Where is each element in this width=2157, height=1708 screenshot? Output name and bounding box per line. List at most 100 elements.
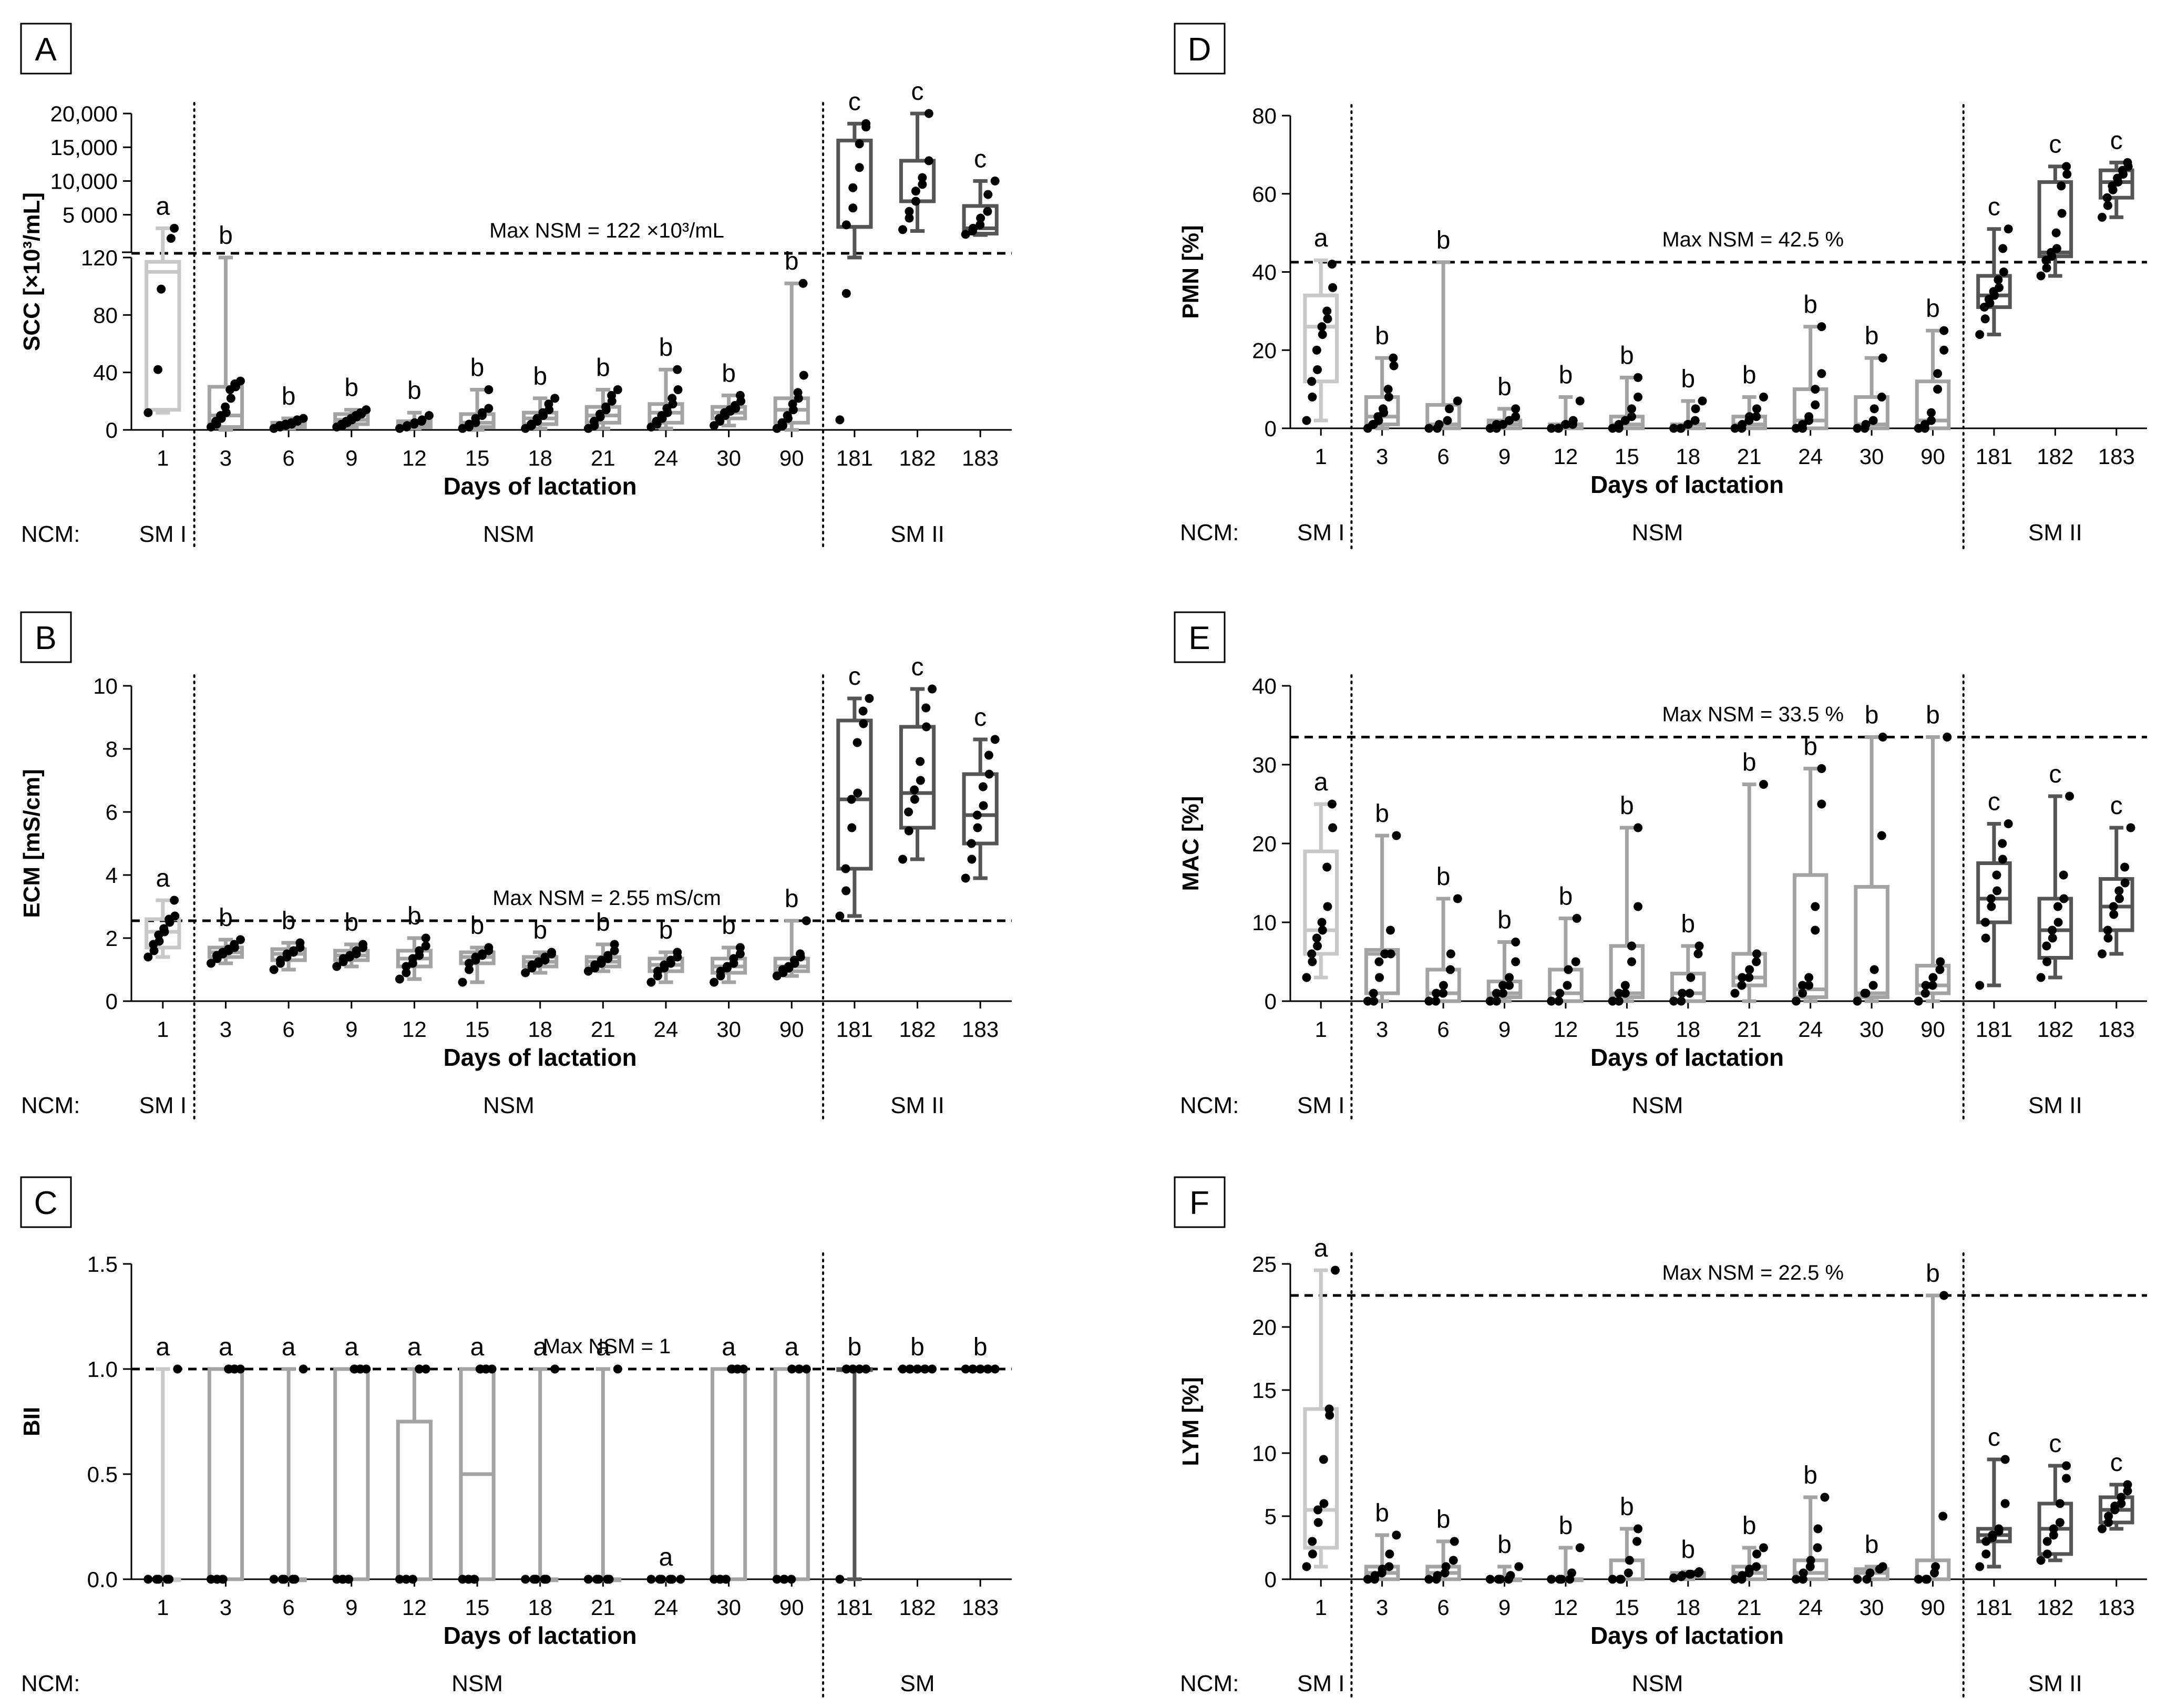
x-tick-label: 24 (654, 446, 679, 470)
x-tick-label: 6 (282, 1595, 294, 1620)
threshold-label: Max NSM = 2.55 mS/cm (492, 887, 721, 910)
iqr-box (1303, 1407, 1339, 1550)
data-point (2004, 224, 2013, 234)
significance-letter: a (344, 1333, 358, 1361)
data-point (1935, 965, 1945, 974)
data-point (1870, 404, 1879, 414)
data-point (1572, 914, 1581, 923)
significance-letter: b (785, 885, 799, 913)
iqr-box (1854, 395, 1889, 430)
box-group (1608, 373, 1645, 433)
data-point (1678, 989, 1687, 998)
data-point (2000, 1499, 2010, 1508)
data-point (235, 935, 245, 944)
panel-label-box (1174, 611, 1226, 663)
significance-letter: b (596, 354, 610, 382)
data-point (2042, 1549, 2052, 1559)
data-point (1933, 369, 1943, 378)
data-point (157, 284, 166, 294)
data-point (1445, 965, 1455, 974)
data-point (735, 949, 745, 959)
y-tick-label: 1.5 (87, 1252, 118, 1277)
data-point (1370, 1571, 1380, 1580)
data-point (2049, 1524, 2058, 1534)
data-point (1817, 369, 1826, 378)
data-point (1363, 1575, 1372, 1584)
data-point (2103, 933, 2113, 943)
x-tick-label: 9 (345, 1017, 357, 1042)
ncm-label: NCM: (21, 521, 80, 547)
panel-label: B (35, 620, 56, 656)
data-point (1922, 1575, 1932, 1584)
data-point (1806, 1556, 1815, 1565)
y-axis-label: PMN [%] (1178, 225, 1204, 318)
group-label: SM I (139, 521, 187, 547)
data-point (143, 1575, 153, 1584)
data-point (848, 1364, 858, 1374)
data-point (1752, 949, 1761, 959)
data-point (1627, 412, 1636, 421)
x-tick-label: 24 (1798, 1017, 1823, 1042)
data-point (1738, 973, 1747, 982)
data-point (1877, 393, 1886, 402)
data-point (1624, 1568, 1633, 1578)
data-point (2049, 1530, 2058, 1540)
box-group (1363, 1530, 1401, 1584)
y-tick-label: 120 (81, 245, 118, 270)
data-point (1485, 996, 1495, 1006)
data-point (1557, 1575, 1566, 1584)
data-point (904, 826, 913, 836)
box-group (1914, 326, 1951, 433)
data-point (924, 156, 933, 166)
box-group (2036, 791, 2074, 982)
box-group (1608, 823, 1645, 1006)
box-group (898, 684, 937, 864)
box-group (961, 176, 1000, 239)
group-label: NSM (451, 1671, 503, 1696)
data-point (847, 823, 857, 832)
data-point (1683, 420, 1693, 429)
x-tick-label: 183 (2098, 1017, 2135, 1042)
data-point (1745, 1565, 1754, 1574)
x-tick-label: 183 (2098, 444, 2135, 469)
data-point (1634, 373, 1643, 382)
significance-letter: b (533, 917, 547, 944)
data-point (165, 1575, 174, 1584)
threshold-label: Max NSM = 22.5 % (1662, 1261, 1844, 1284)
data-point (395, 1575, 404, 1584)
significance-letter: b (1865, 322, 1879, 350)
data-point (1318, 330, 1327, 339)
data-point (395, 974, 404, 984)
y-tick-label: 0 (1265, 416, 1277, 441)
data-point (610, 946, 619, 955)
data-point (787, 1364, 797, 1374)
data-point (1302, 973, 1311, 982)
significance-letter: b (1681, 1536, 1695, 1564)
data-point (1384, 1562, 1394, 1571)
box-group (710, 390, 747, 430)
y-tick-label: 30 (1252, 753, 1277, 777)
x-tick-label: 90 (1920, 1595, 1945, 1620)
y-tick-label: 8 (106, 737, 118, 762)
threshold-label: Max NSM = 42.5 % (1662, 228, 1844, 251)
x-tick-label: 90 (779, 1017, 804, 1042)
data-point (2103, 925, 2112, 935)
data-point (1634, 393, 1643, 402)
box-group (2098, 823, 2135, 959)
data-point (910, 795, 919, 804)
data-point (544, 399, 553, 409)
data-point (1804, 973, 1814, 982)
box-group (1485, 938, 1523, 1006)
data-point (1939, 345, 1949, 355)
data-point (1506, 1571, 1515, 1580)
data-point (1511, 938, 1521, 946)
x-axis-label: Days of lactation (1590, 1622, 1784, 1649)
data-point (1817, 799, 1826, 809)
data-point (1992, 870, 2001, 880)
data-point (2042, 941, 2051, 951)
y-tick-label: 40 (1252, 260, 1277, 285)
x-tick-label: 30 (716, 446, 741, 470)
data-point (2123, 158, 2132, 167)
box-group (1547, 395, 1585, 433)
data-point (2000, 1455, 2010, 1464)
